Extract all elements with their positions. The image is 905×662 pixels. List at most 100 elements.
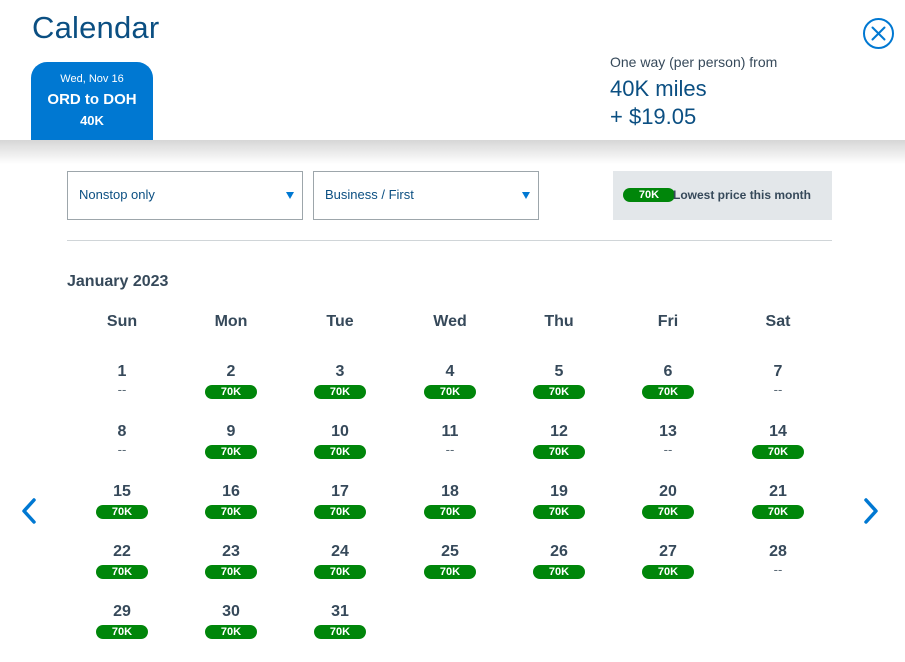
day-price-badge: 70K [533,445,585,459]
day-number: 4 [445,363,455,380]
day-price-badge: 70K [533,385,585,399]
day-price-badge: 70K [424,385,476,399]
calendar-day-cell[interactable]: 20 70K [628,481,708,533]
calendar-day-cell[interactable]: 21 70K [738,481,818,533]
day-price-badge: 70K [752,445,804,459]
caret-down-icon [522,192,530,199]
day-price-badge: 70K [205,445,257,459]
day-number: 20 [659,483,677,500]
calendar-day-cell[interactable]: 9 70K [191,421,271,473]
calendar-day-cell[interactable]: 27 70K [628,541,708,593]
day-number: 15 [113,483,131,500]
calendar-day-cell[interactable]: 5 70K [519,361,599,413]
day-number: 24 [331,543,349,560]
day-number: 5 [554,363,564,380]
legend-price-badge: 70K [623,188,675,202]
no-price-placeholder: -- [773,382,783,397]
day-number: 9 [226,423,236,440]
calendar-day-cell[interactable]: 23 70K [191,541,271,593]
weekday-label: Mon [214,313,248,330]
day-price-badge: 70K [314,385,366,399]
calendar-day-cell[interactable]: 8 -- [82,421,162,473]
calendar-day-cell[interactable]: 18 70K [410,481,490,533]
day-number: 7 [773,363,783,380]
calendar-day-cell[interactable]: 15 70K [82,481,162,533]
calendar-day-cell[interactable]: 13 -- [628,421,708,473]
calendar-header: Calendar Wed, Nov 16 ORD to DOH 40K One … [0,0,905,140]
no-price-placeholder: -- [663,442,673,457]
fare-summary: One way (per person) from 40K miles + $1… [610,54,777,130]
weekday-label: Wed [433,313,467,330]
day-price-badge: 70K [96,505,148,519]
calendar-day-cell[interactable]: 2 70K [191,361,271,413]
route-name: ORD to DOH [47,91,137,108]
cabin-select-value: Business / First [325,187,414,202]
calendar-day-cell[interactable]: 1 -- [82,361,162,413]
next-month-button[interactable] [858,497,882,525]
day-price-badge: 70K [533,505,585,519]
calendar-day-cell[interactable]: 28 -- [738,541,818,593]
route-date: Wed, Nov 16 [60,73,124,85]
calendar-day-cell[interactable]: 24 70K [300,541,380,593]
day-number: 13 [659,423,677,440]
calendar-day-cell[interactable]: 25 70K [410,541,490,593]
calendar-day-cell[interactable]: 4 70K [410,361,490,413]
stops-select-value: Nonstop only [79,187,155,202]
calendar-day-cell[interactable]: 10 70K [300,421,380,473]
divider [67,240,832,241]
day-number: 10 [331,423,349,440]
no-price-placeholder: -- [773,562,783,577]
calendar-day-cell[interactable]: 12 70K [519,421,599,473]
close-circle-icon [871,26,886,41]
calendar-day-cell[interactable]: 30 70K [191,601,271,653]
day-price-badge: 70K [205,505,257,519]
day-number: 12 [550,423,568,440]
day-price-badge: 70K [205,565,257,579]
day-number: 19 [550,483,568,500]
day-number: 18 [441,483,459,500]
fare-cash: + $19.05 [610,104,697,129]
day-price-badge: 70K [314,625,366,639]
chevron-right-icon [864,498,878,524]
day-number: 11 [441,423,459,440]
calendar-day-cell[interactable]: 16 70K [191,481,271,533]
no-price-placeholder: -- [117,442,127,457]
legend-text: Lowest price this month [673,188,812,202]
header-shadow [0,140,905,164]
day-price-badge: 70K [642,505,694,519]
calendar-day-cell[interactable]: 22 70K [82,541,162,593]
calendar-day-cell[interactable]: 11 -- [410,421,490,473]
month-title: January 2023 [67,273,169,290]
weekday-label: Tue [326,313,354,330]
calendar-day-cell[interactable]: 17 70K [300,481,380,533]
day-number: 25 [441,543,459,560]
stops-select[interactable]: Nonstop only [67,171,303,220]
cabin-select[interactable]: Business / First [313,171,539,220]
day-price-badge: 70K [424,505,476,519]
calendar-day-cell[interactable]: 3 70K [300,361,380,413]
calendar-day-cell[interactable]: 7 -- [738,361,818,413]
fare-label: One way (per person) from [610,54,778,70]
weekday-label: Thu [544,313,574,330]
calendar-day-cell[interactable]: 26 70K [519,541,599,593]
caret-down-icon [286,192,294,199]
calendar-day-cell[interactable]: 31 70K [300,601,380,653]
route-tab-ord-doh[interactable]: Wed, Nov 16 ORD to DOH 40K [31,62,153,140]
no-price-placeholder: -- [117,382,127,397]
route-price: 40K [80,113,104,128]
calendar-day-cell[interactable]: 29 70K [82,601,162,653]
fare-miles: 40K miles [610,76,707,101]
day-number: 26 [550,543,568,560]
day-price-badge: 70K [642,565,694,579]
previous-month-button[interactable] [18,497,42,525]
day-number: 30 [222,603,240,620]
calendar-day-cell[interactable]: 6 70K [628,361,708,413]
day-number: 2 [226,363,236,380]
day-price-badge: 70K [205,385,257,399]
day-number: 29 [113,603,131,620]
day-price-badge: 70K [642,385,694,399]
close-button[interactable] [863,18,894,49]
day-price-badge: 70K [96,565,148,579]
calendar-day-cell[interactable]: 14 70K [738,421,818,473]
calendar-day-cell[interactable]: 19 70K [519,481,599,533]
